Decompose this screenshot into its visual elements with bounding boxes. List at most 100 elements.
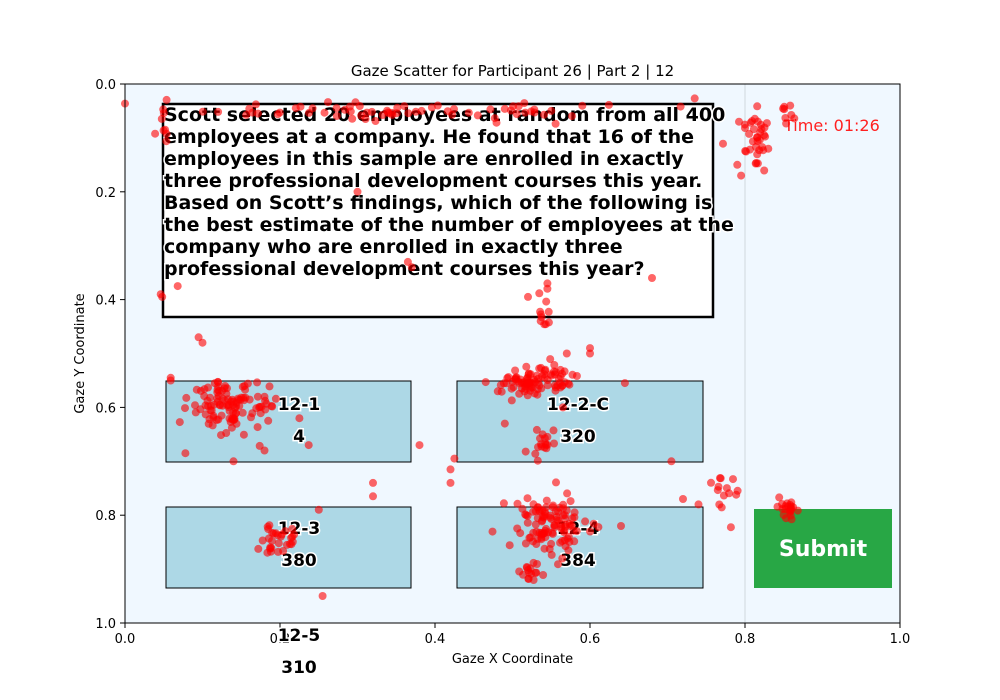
gaze-point (291, 104, 300, 113)
gaze-point (742, 147, 750, 156)
gaze-point (525, 533, 534, 542)
gaze-point (157, 114, 166, 123)
gaze-point (238, 408, 247, 417)
gaze-point (570, 513, 579, 522)
gaze-point (497, 387, 506, 396)
gaze-point (261, 405, 270, 414)
gaze-point (446, 478, 455, 487)
gaze-point (557, 523, 566, 532)
gaze-point (415, 441, 424, 450)
gaze-point (318, 592, 327, 600)
question-box (161, 102, 715, 319)
x-tick-label: 0.8 (735, 632, 756, 647)
gaze-point (748, 117, 756, 126)
gaze-point (253, 392, 262, 401)
gaze-point (729, 475, 737, 484)
gaze-point (492, 118, 501, 127)
gaze-point (760, 166, 769, 175)
gaze-point (175, 418, 184, 427)
gaze-point (550, 439, 558, 448)
gaze-point (473, 111, 482, 120)
gaze-point (752, 143, 760, 151)
gaze-point (554, 374, 563, 383)
y-axis: 0.0 0.2 0.4 0.6 0.8 1.0 Gaze Y Coordinat… (73, 78, 125, 632)
gaze-point (524, 574, 533, 583)
gaze-point (667, 457, 676, 466)
gaze-point (279, 547, 288, 555)
plot-frame (124, 83, 901, 624)
question-line: the best estimate of the number of emplo… (164, 214, 734, 236)
gaze-point (208, 421, 217, 430)
gaze-point (332, 112, 341, 120)
overflow-option: 12-5 310 (276, 625, 322, 680)
y-tick-label: 0.6 (95, 401, 116, 416)
gaze-point (552, 478, 560, 487)
gaze-point (578, 101, 587, 110)
gaze-point (538, 506, 547, 515)
gaze-point (448, 110, 457, 119)
option-value: 320 (560, 427, 596, 447)
gaze-point (676, 102, 685, 111)
gaze-point (713, 486, 722, 495)
gaze-point (240, 382, 249, 390)
gaze-point (214, 107, 223, 116)
gaze-point (533, 374, 542, 383)
gaze-point (531, 507, 540, 516)
gaze-point (547, 106, 556, 115)
gaze-point (539, 513, 548, 522)
gaze-point (253, 423, 262, 432)
gaze-point (371, 117, 380, 125)
gaze-point (586, 349, 594, 358)
gaze-point (537, 384, 546, 393)
gaze-point (586, 527, 595, 536)
gaze-point (433, 101, 442, 110)
gaze-point (566, 497, 575, 506)
gaze-point (267, 402, 276, 410)
gaze-point (486, 105, 495, 114)
gaze-point (648, 274, 656, 282)
y-axis-label: Gaze Y Coordinate (73, 293, 88, 413)
gaze-point (535, 289, 544, 298)
gaze-point (511, 373, 520, 382)
option-value: 310 (281, 658, 317, 678)
gaze-point (564, 546, 573, 555)
gaze-point (617, 522, 625, 530)
gaze-point (162, 95, 171, 104)
gaze-point (507, 384, 516, 393)
gaze-point (690, 94, 699, 103)
gaze-point (523, 494, 532, 503)
gaze-point (295, 414, 304, 423)
gaze-point (151, 129, 160, 138)
gaze-point (550, 367, 559, 376)
gaze-point (529, 500, 538, 509)
gaze-point (514, 102, 523, 111)
gaze-point (182, 393, 191, 402)
submit-label: Submit (779, 537, 868, 562)
gaze-point (320, 108, 329, 117)
gaze-point (361, 115, 370, 123)
gaze-point (181, 404, 189, 413)
gaze-point (558, 554, 567, 563)
gaze-point (537, 440, 545, 449)
gaze-point (204, 383, 212, 392)
gaze-point (159, 105, 168, 114)
gaze-point (543, 381, 552, 390)
option-label: 12-5 (278, 626, 321, 646)
gaze-point (620, 379, 629, 388)
gaze-point (544, 307, 553, 316)
gaze-point (198, 107, 207, 116)
gaze-point (196, 386, 205, 395)
gaze-point (271, 394, 280, 403)
gaze-point (745, 129, 754, 138)
timer-label: Time: 01:26 (783, 116, 880, 135)
gaze-point (500, 104, 509, 113)
gaze-point (504, 373, 513, 382)
gaze-point (173, 282, 182, 291)
gaze-point (789, 503, 798, 512)
gaze-point (393, 103, 402, 112)
gaze-point (481, 378, 490, 387)
gaze-point (604, 100, 613, 109)
gaze-point (533, 514, 542, 523)
gaze-point (505, 541, 514, 550)
gaze-point (570, 537, 579, 546)
